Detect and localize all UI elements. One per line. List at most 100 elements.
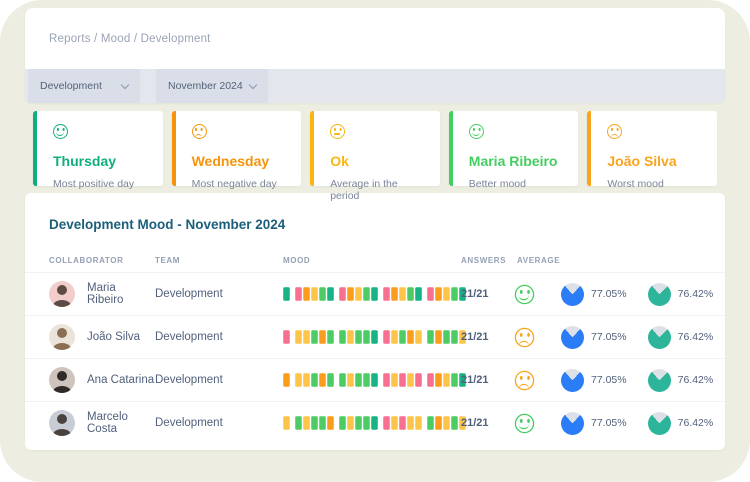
stat-card-4[interactable]: Maria Ribeiro Better mood <box>448 111 579 190</box>
mood-segment-green <box>451 330 458 344</box>
mood-segment-amber <box>399 287 406 301</box>
mood-week-group <box>339 287 378 301</box>
mood-segment-green <box>311 373 318 387</box>
sad-face-icon <box>514 327 535 347</box>
mood-bar <box>283 287 466 301</box>
mood-week-group <box>339 330 378 344</box>
mood-segment-orange <box>319 373 326 387</box>
month-filter-dropdown[interactable]: November 2024 <box>156 69 268 103</box>
average-cell <box>514 284 561 304</box>
pie-percentage: 76.42% <box>677 331 714 343</box>
mood-segment-amber <box>407 416 414 430</box>
mood-segment-green <box>451 373 458 387</box>
team-cell: Development <box>155 331 223 343</box>
stat-card-title: Maria Ribeiro <box>468 153 558 169</box>
mood-segment-green <box>339 330 346 344</box>
mood-segment-amber <box>443 373 450 387</box>
mood-segment-orange <box>391 287 398 301</box>
mood-segment-amber <box>355 287 362 301</box>
table-row[interactable]: Ana Catarina Development 21/21 77.05% 76.42% <box>25 358 725 401</box>
mood-segment-green <box>327 330 334 344</box>
col-header-mood: MOOD <box>283 255 311 265</box>
sad-face-icon <box>514 370 535 390</box>
pie-chart-icon <box>561 368 584 392</box>
mood-segment-orange <box>327 416 334 430</box>
collaborator-name: Marcelo Costa <box>87 411 128 435</box>
mood-segment-green <box>319 287 326 301</box>
breadcrumb-row: Reports / Mood / Development <box>25 8 725 69</box>
pie-percentage: 77.05% <box>591 331 627 343</box>
table-row[interactable]: Marcelo Costa Development 21/21 77.05% 76.42… <box>25 401 725 444</box>
mood-segment-teal <box>371 373 378 387</box>
pie-chart-icon <box>647 368 671 392</box>
mood-segment-amber <box>459 416 466 430</box>
mood-segment-pink <box>399 373 406 387</box>
mood-segment-pink <box>427 373 434 387</box>
mood-segment-orange <box>347 287 354 301</box>
table-row[interactable]: João Silva Development 21/21 77.05% 76.42% <box>25 315 725 358</box>
team-filter-dropdown[interactable]: Development <box>28 69 140 103</box>
mood-segment-amber <box>391 330 398 344</box>
pie-chart-icon <box>561 411 584 435</box>
table-row[interactable]: Maria Ribeiro Development 21/21 77.05% 76.42… <box>25 272 725 315</box>
mood-segment-green <box>399 330 406 344</box>
mood-segment-orange <box>435 287 442 301</box>
mood-segment-orange <box>435 416 442 430</box>
pie-percentage: 76.42% <box>677 288 714 300</box>
mood-segment-teal <box>459 287 466 301</box>
stat-card-1[interactable]: Thursday Most positive day <box>33 111 163 190</box>
mood-week-group <box>283 416 290 430</box>
mood-segment-green <box>355 330 362 344</box>
mood-segment-amber <box>311 287 318 301</box>
pies-cell: 77.05% 76.42% <box>561 411 727 435</box>
stat-card-5[interactable]: João Silva Worst mood <box>587 111 717 190</box>
stat-card-3[interactable]: Ok Average in the period <box>310 111 440 202</box>
mood-segment-green <box>327 373 334 387</box>
mood-segment-orange <box>303 287 310 301</box>
chevron-down-icon <box>120 80 130 89</box>
mood-segment-amber <box>391 416 398 430</box>
mood-segment-pink <box>399 416 406 430</box>
answers-cell: 21/21 <box>461 331 489 343</box>
pies-cell: 77.05% 76.42% <box>561 368 727 392</box>
mood-segment-green <box>443 330 450 344</box>
stat-card-2[interactable]: Wednesday Most negative day <box>171 111 302 190</box>
mood-segment-green <box>363 416 370 430</box>
mood-segment-amber <box>443 287 450 301</box>
mood-segment-amber <box>415 330 422 344</box>
col-header-average: AVERAGE <box>517 255 561 265</box>
collaborator-cell: Maria Ribeiro <box>49 281 155 307</box>
table-body: Maria Ribeiro Development 21/21 77.05% 76.42… <box>25 272 725 444</box>
mood-segment-green <box>407 287 414 301</box>
mood-segment-teal <box>283 287 290 301</box>
filter-bar: Development November 2024 <box>25 69 725 103</box>
pie-percentage: 76.42% <box>677 417 714 429</box>
pie-chart-icon <box>561 282 584 306</box>
breadcrumb[interactable]: Reports / Mood / Development <box>49 32 211 45</box>
sad-face-icon <box>191 124 207 139</box>
mood-segment-pink <box>427 287 434 301</box>
mood-segment-orange <box>435 330 442 344</box>
mood-week-group <box>283 373 290 387</box>
avatar <box>49 367 75 393</box>
pie-percentage: 77.05% <box>591 417 627 429</box>
stat-card-subtitle: Better mood <box>468 178 526 190</box>
stat-card-title: Ok <box>330 153 349 169</box>
mood-week-group <box>427 373 466 387</box>
average-cell <box>514 413 561 433</box>
mood-week-group <box>383 373 422 387</box>
pie-chart-icon <box>647 411 671 435</box>
stat-card-subtitle: Most negative day <box>191 178 277 190</box>
mood-week-group <box>283 330 290 344</box>
pie-chart-icon <box>561 325 584 349</box>
mood-week-group <box>383 330 422 344</box>
mood-segment-orange <box>435 373 442 387</box>
team-filter-value: Development <box>40 80 102 92</box>
mood-segment-amber <box>303 330 310 344</box>
mood-segment-teal <box>371 330 378 344</box>
table-header-row: COLLABORATOR TEAM MOOD ANSWERS AVERAGE <box>25 248 725 272</box>
collaborator-name: Maria Ribeiro <box>87 282 124 306</box>
mood-segment-pink <box>415 373 422 387</box>
average-cell <box>514 370 561 390</box>
mood-segment-green <box>311 416 318 430</box>
